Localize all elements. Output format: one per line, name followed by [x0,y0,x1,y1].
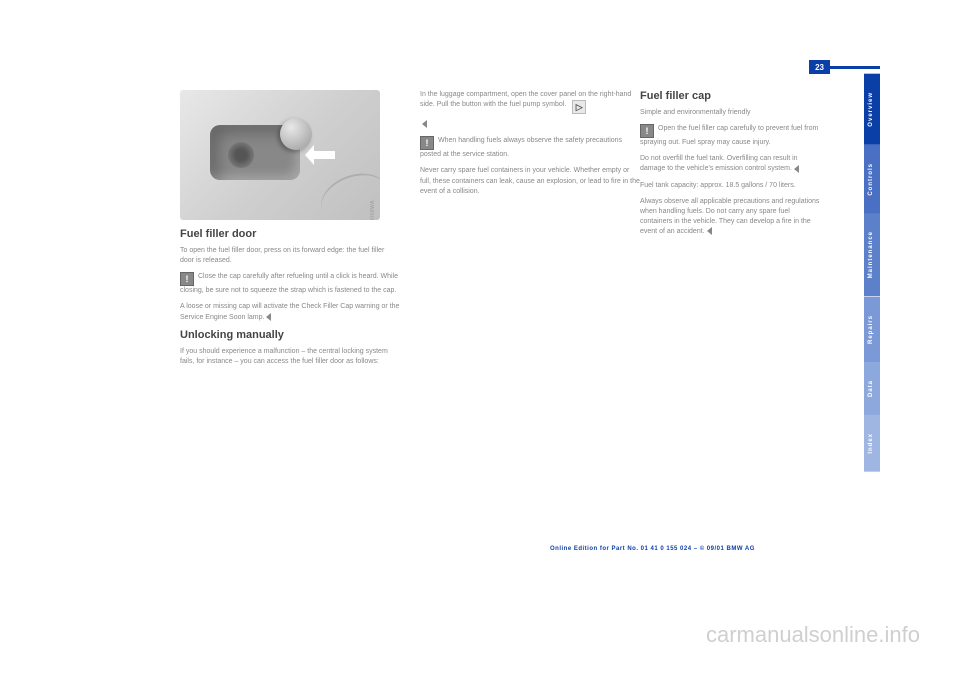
column-3: Fuel filler cap Simple and environmental… [640,90,820,243]
para-capacity: Fuel tank capacity: approx. 18.5 gallons… [640,181,820,191]
caution-icon: ! [640,124,654,138]
page-number-bar [830,66,880,69]
para-luggage: In the luggage compartment, open the cov… [420,90,640,114]
tab-controls[interactable]: Controls [864,145,880,214]
nextpage-icon: ▷ [572,100,586,114]
tab-repairs[interactable]: Repairs [864,297,880,362]
para-simple-env: Simple and environmentally friendly [640,108,820,118]
tab-overview[interactable]: Overview [864,74,880,145]
page-number-wrap: 23 [809,60,880,74]
footer-edition: Online Edition for Part No. 01 41 0 155 … [550,546,755,552]
photo-credit: MN00008WA [370,200,376,220]
fuel-cap-graphic [280,118,312,150]
manual-page: 23 Overview Controls Maintenance Repairs… [80,60,880,620]
tab-index[interactable]: Index [864,415,880,472]
arrow-graphic [305,145,335,165]
end-triangle-icon [266,313,271,321]
para-spare-containers: Never carry spare fuel containers in you… [420,166,640,196]
para-close-cap: !Close the cap carefully after refueling… [180,272,400,296]
column-2: In the luggage compartment, open the cov… [420,90,640,203]
para-open-carefully: !Open the fuel filler cap carefully to p… [640,124,820,148]
fuel-door-photo: MN00008WA [180,90,380,220]
para-open-door: To open the fuel filler door, press on i… [180,246,400,266]
section-tabs: Overview Controls Maintenance Repairs Da… [864,74,880,471]
column-1: MN00008WA Fuel filler door To open the f… [180,90,400,373]
para-overfill: Do not overfill the fuel tank. Overfilli… [640,154,820,174]
heading-fuel-filler-door: Fuel filler door [180,228,400,240]
para-safety-station: !When handling fuels always observe the … [420,136,640,160]
para-close-cap-text: Close the cap carefully after refueling … [180,273,398,294]
end-triangle-icon [707,227,712,235]
watermark: carmanualsonline.info [706,622,920,648]
para-unlock-intro: If you should experience a malfunction –… [180,347,400,367]
tab-maintenance[interactable]: Maintenance [864,213,880,296]
heading-unlocking-manually: Unlocking manually [180,329,400,341]
heading-fuel-filler-cap: Fuel filler cap [640,90,820,102]
end-triangle-icon [422,120,427,128]
caution-icon: ! [180,272,194,286]
para-endmark-1 [420,120,640,130]
tab-data[interactable]: Data [864,362,880,415]
caution-icon: ! [420,136,434,150]
end-triangle-icon [794,165,799,173]
para-precautions: Always observe all applicable precaution… [640,197,820,238]
page-number: 23 [809,60,830,74]
para-loose-cap: A loose or missing cap will activate the… [180,302,400,322]
